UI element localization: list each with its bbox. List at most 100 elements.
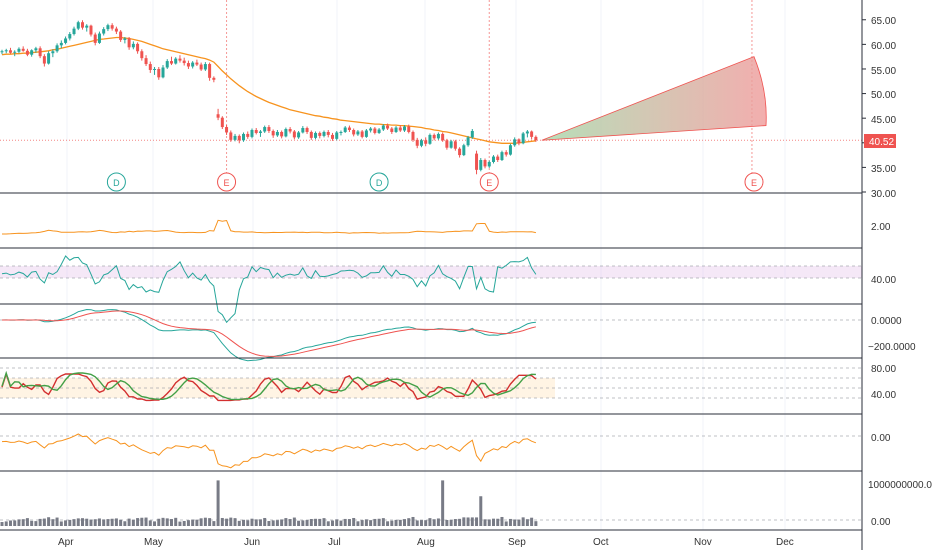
volume-bar [85, 518, 89, 526]
volume-bar [186, 520, 190, 526]
volume-bar [127, 518, 131, 526]
candle [470, 129, 474, 139]
volume-bar [441, 480, 445, 526]
candle-body [419, 140, 423, 146]
candle-body [508, 145, 512, 155]
candle [258, 129, 262, 137]
volume-bar [415, 520, 419, 526]
candle [390, 127, 394, 134]
price-tick: 50.00 [871, 90, 896, 101]
candle-body [148, 64, 152, 70]
candle [102, 27, 106, 36]
candle-body [8, 50, 12, 53]
volume-bar [453, 519, 457, 526]
candle [330, 132, 334, 141]
volume-bar [525, 519, 529, 526]
candle [220, 116, 224, 130]
stoch-tick-40: 40.00 [871, 390, 896, 401]
volume-bar [487, 519, 491, 526]
volume-bar [106, 519, 110, 526]
volume-bar [339, 520, 343, 526]
candle-body [242, 133, 246, 141]
candle-body [449, 141, 453, 148]
candle [356, 129, 360, 136]
candle [491, 155, 495, 164]
candle [178, 55, 182, 63]
candle-body [394, 127, 398, 132]
time-tick: Sep [508, 537, 526, 548]
candle [475, 150, 479, 175]
candle [106, 23, 110, 32]
candle [386, 123, 390, 130]
rsi-band [0, 266, 862, 278]
volume-bar [72, 519, 76, 526]
volume-bar [424, 520, 428, 526]
candle-body [369, 128, 373, 131]
candle [377, 128, 381, 134]
candle-body [360, 131, 364, 137]
candle [17, 47, 21, 54]
candle [411, 130, 415, 142]
candle-body [140, 51, 144, 59]
volume-bar [68, 519, 72, 526]
candle-body [292, 131, 296, 138]
candle [148, 61, 152, 73]
candle-body [81, 22, 85, 28]
candle-body [403, 126, 407, 131]
volume-bar [225, 518, 229, 526]
volume-bar [153, 521, 157, 526]
candle-body [347, 127, 351, 130]
candle-body [305, 128, 309, 132]
candle-body [263, 127, 267, 132]
candle [513, 137, 517, 147]
candle-body [326, 131, 330, 135]
time-tick: Apr [58, 537, 74, 548]
volume-bar [89, 519, 93, 526]
price-tick: 60.00 [871, 41, 896, 52]
event-marker: D [106, 172, 126, 192]
candle-body [381, 125, 385, 130]
candle [280, 130, 284, 139]
candle-body [483, 160, 487, 167]
candle [85, 24, 89, 32]
candle [30, 49, 34, 57]
candle-body [390, 128, 394, 132]
candle [182, 57, 186, 66]
candle-body [233, 135, 237, 140]
event-marker-circle [369, 172, 389, 192]
event-marker-circle [479, 172, 499, 192]
candle [123, 36, 127, 44]
candle [64, 36, 68, 45]
volume-bar [174, 517, 178, 526]
volume-bar [237, 520, 241, 526]
candle [212, 76, 216, 83]
volume-tick-max: 1000000000.00 [868, 480, 932, 491]
price-tick: 30.00 [871, 189, 896, 200]
volume-bar [352, 517, 356, 526]
volume-bar [195, 519, 199, 526]
candle-body [42, 56, 46, 64]
candle [318, 131, 322, 139]
candle [394, 126, 398, 133]
time-tick: Oct [593, 537, 609, 548]
volume-bar [229, 517, 233, 526]
cci-tick: 0.00 [871, 433, 891, 444]
candle [229, 130, 233, 142]
candle [254, 128, 258, 135]
candle-body [407, 126, 411, 132]
candle-body [225, 127, 229, 133]
candle-body [106, 25, 110, 30]
indicator-panels[interactable] [0, 219, 862, 526]
candle [424, 137, 428, 147]
candle-body [339, 131, 343, 133]
volume-bar [381, 518, 385, 526]
candle-body [89, 25, 93, 35]
candle-body [500, 152, 504, 161]
volume-bar [271, 520, 275, 526]
candle-body [352, 129, 356, 135]
volume-bar [360, 520, 364, 526]
volume-bar [148, 520, 152, 526]
candle-body [496, 156, 500, 161]
